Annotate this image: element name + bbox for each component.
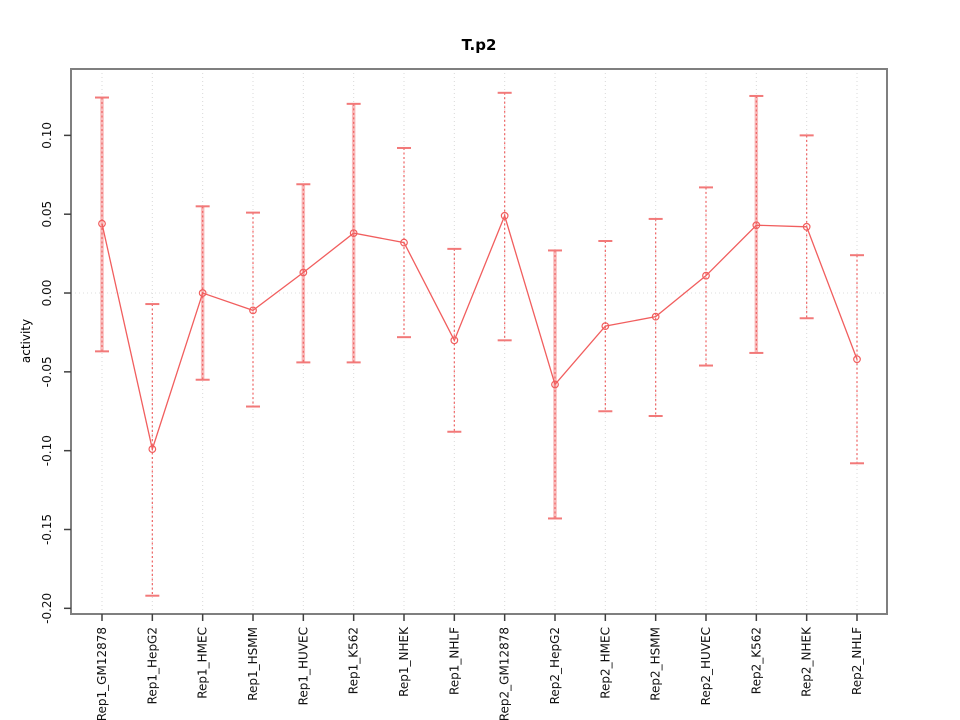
data-point-marker xyxy=(198,289,207,297)
y-tick-label: -0.10 xyxy=(40,435,54,466)
data-point-marker xyxy=(98,219,106,228)
x-tick-label: Rep2_HSMM xyxy=(649,627,663,701)
data-point-marker xyxy=(551,380,559,389)
y-tick-label: 0.05 xyxy=(40,201,54,228)
data-point-marker xyxy=(249,306,257,315)
data-point-marker xyxy=(500,211,509,220)
x-tick-label: Rep1_GM12878 xyxy=(95,627,109,720)
y-axis-label: activity xyxy=(19,319,33,363)
x-tick-label: Rep1_NHLF xyxy=(447,627,461,695)
x-tick-label: Rep2_K562 xyxy=(749,627,763,694)
series-line xyxy=(101,213,858,452)
x-tick-label: Rep2_HMEC xyxy=(598,627,612,699)
data-point-marker xyxy=(802,222,811,231)
y-tick-label: -0.05 xyxy=(40,356,54,387)
x-tick-label: Rep1_HepG2 xyxy=(145,627,159,704)
x-tick-label: Rep1_K562 xyxy=(347,627,361,694)
x-tick-label: Rep1_HSMM xyxy=(246,627,260,701)
data-point-marker xyxy=(702,271,710,280)
y-tick-label: 0.00 xyxy=(40,280,54,307)
x-tick-label: Rep2_HUVEC xyxy=(699,627,713,705)
y-tick-label: 0.10 xyxy=(40,122,54,149)
data-point-marker xyxy=(601,322,610,331)
data-point-marker xyxy=(299,268,308,277)
data-point-marker xyxy=(450,336,459,345)
x-tick-label: Rep2_GM12878 xyxy=(498,627,512,720)
y-tick-label: -0.20 xyxy=(40,593,54,624)
x-tick-label: Rep1_HUVEC xyxy=(296,627,310,705)
data-point-marker xyxy=(349,229,358,238)
data-point-marker xyxy=(651,312,660,321)
y-tick-label: -0.15 xyxy=(40,514,54,545)
plot-border xyxy=(70,68,888,615)
x-tick-label: Rep1_HMEC xyxy=(196,627,210,699)
chart-title: T.p2 xyxy=(462,36,497,54)
x-tick-label: Rep1_NHEK xyxy=(397,626,411,697)
data-point-marker xyxy=(400,238,408,247)
data-point-marker xyxy=(853,355,861,364)
x-tick-label: Rep2_HepG2 xyxy=(548,627,562,704)
data-point-marker xyxy=(752,221,761,230)
data-point-marker xyxy=(148,445,157,453)
x-tick-label: Rep2_NHLF xyxy=(850,627,864,695)
x-tick-label: Rep2_NHEK xyxy=(800,626,814,697)
